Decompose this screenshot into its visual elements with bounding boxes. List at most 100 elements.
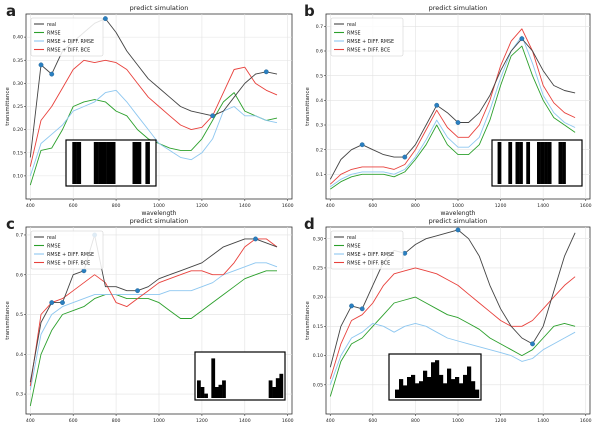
inset-bar (439, 374, 444, 398)
inset-bar (419, 381, 424, 398)
x-tick-label: 1200 (196, 203, 208, 209)
inset-bar (214, 387, 219, 398)
inset-bar (447, 368, 452, 398)
highlight-point (253, 236, 258, 242)
inset-bar (431, 362, 436, 398)
inset-bar (537, 142, 541, 184)
series-line-rmse-diff-bce (29, 59, 278, 167)
x-axis-label: wavelength (441, 210, 476, 217)
inset-bar (200, 387, 205, 398)
chart-panel-a: a predict simulation 400 600 800 1000 1200 1400… (5, 2, 294, 217)
legend-label: RMSE + DIFF. BCE (47, 47, 90, 53)
panel-label: d (304, 215, 315, 233)
legend-label: RMSE (347, 243, 361, 249)
x-tick-label: 800 (112, 203, 121, 209)
inset-bar (547, 142, 552, 184)
panel-label: c (6, 215, 15, 233)
y-tick-label: 0.15 (313, 324, 323, 330)
x-tick-label: 1000 (452, 203, 464, 209)
highlight-point (210, 113, 216, 119)
y-tick-label: 0.15 (13, 150, 23, 156)
y-tick-label: 0.3 (16, 392, 23, 398)
inset-bar (275, 378, 280, 398)
y-tick-label: 0.05 (313, 382, 323, 388)
legend-label: RMSE + DIFF. RMSE (47, 252, 94, 258)
series-line-rmse (330, 45, 576, 190)
y-axis-label: transmittance (305, 87, 311, 126)
x-tick-label: 600 (368, 203, 377, 209)
highlight-point (263, 69, 269, 75)
highlight-point (455, 120, 461, 125)
inset-bar (279, 373, 284, 398)
series-line-rmse-diff-rmse (330, 35, 576, 188)
series-line-rmse (29, 270, 277, 407)
panel-label: b (304, 2, 315, 20)
inset-bar (399, 379, 404, 398)
highlight-point (434, 102, 440, 108)
legend-label: RMSE (47, 243, 61, 249)
inset-bar (515, 142, 520, 184)
legend-label: RMSE + DIFF. RMSE (347, 252, 394, 258)
series-line-rmse (329, 296, 576, 397)
legend-label: real (347, 22, 356, 28)
y-tick-label: 0.30 (13, 81, 23, 87)
y-tick-label: 0.40 (13, 35, 23, 41)
y-tick-label: 0.35 (13, 58, 23, 64)
y-tick-label: 0.25 (313, 266, 323, 272)
inset-bar (218, 384, 223, 398)
chart-title: predict simulation (429, 217, 488, 225)
inset-bar (111, 142, 116, 184)
y-tick-label: 0.10 (313, 353, 323, 359)
x-tick-label: 1400 (537, 203, 549, 209)
legend-box (30, 17, 104, 57)
inset-bar (562, 142, 566, 184)
inset-bar (136, 142, 142, 184)
y-tick-label: 0.20 (313, 295, 323, 301)
inset-bar (145, 142, 150, 184)
legend-label: RMSE + DIFF. BCE (47, 260, 90, 266)
inset-bar (106, 142, 112, 184)
inset-bar (132, 142, 137, 184)
legend-box (330, 230, 404, 270)
legend-label: RMSE (347, 30, 361, 36)
highlight-point (135, 288, 140, 294)
inset-bar (268, 380, 273, 398)
inset-bar (455, 377, 460, 398)
highlight-point (102, 16, 108, 22)
inset-bar (558, 142, 563, 184)
panel-label: a (6, 2, 16, 20)
inset-bar (93, 142, 99, 184)
x-tick-label: 600 (368, 418, 377, 424)
inset-bar (423, 370, 428, 398)
highlight-point (49, 300, 55, 305)
x-tick-label: 1600 (282, 418, 294, 424)
chart-panel-c: c predict simulation 400 600 800 1000 1200 1400… (5, 215, 294, 424)
x-tick-label: 1600 (282, 203, 294, 209)
x-tick-label: 1400 (239, 418, 251, 424)
inset-bar (497, 142, 502, 184)
x-tick-label: 400 (26, 418, 35, 424)
x-axis-label: wavelength (142, 210, 177, 217)
inset-bar (435, 360, 440, 398)
inset-bar (411, 374, 416, 398)
legend-label: real (47, 22, 56, 28)
highlight-point (519, 36, 525, 42)
inset-bar (395, 389, 400, 398)
series-line-rmse-diff-rmse (29, 262, 278, 391)
inset-bar (403, 385, 408, 398)
x-tick-label: 800 (411, 203, 420, 209)
series-line-real (329, 229, 576, 368)
x-tick-label: 400 (326, 418, 335, 424)
inset-bar (540, 142, 545, 184)
chart-title: predict simulation (130, 217, 189, 225)
highlight-point (359, 142, 365, 148)
x-tick-label: 600 (69, 418, 78, 424)
y-tick-label: 0.30 (313, 236, 323, 242)
x-tick-label: 600 (69, 203, 78, 209)
legend-label: RMSE + DIFF. RMSE (47, 39, 94, 45)
highlight-point (359, 306, 365, 312)
inset-bar (222, 380, 226, 398)
x-tick-label: 400 (326, 203, 335, 209)
inset-bar (427, 377, 432, 398)
